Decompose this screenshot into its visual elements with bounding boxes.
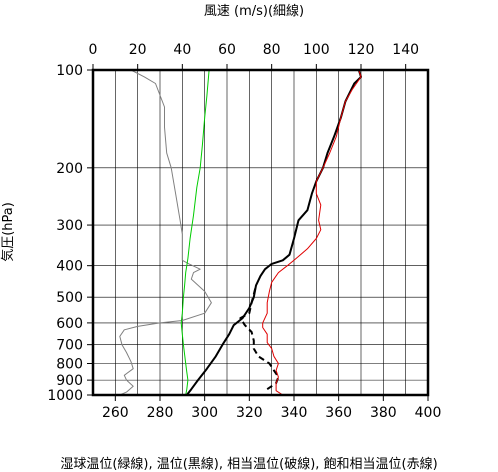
y-tick-label: 200: [56, 161, 83, 177]
top-tick-label: 0: [89, 42, 98, 58]
y-tick-label: 300: [56, 218, 83, 234]
bottom-tick-label: 360: [325, 405, 352, 421]
bottom-tick-label: 340: [281, 405, 308, 421]
bottom-tick-label: 380: [370, 405, 397, 421]
y-tick-label: 800: [56, 357, 83, 373]
series-line-3: [186, 69, 362, 396]
y-tick-label: 100: [56, 63, 83, 79]
top-tick-label: 140: [392, 42, 419, 58]
bottom-tick-label: 300: [191, 405, 218, 421]
top-tick-label: 60: [218, 42, 236, 58]
y-tick-label: 700: [56, 338, 83, 354]
top-tick-label: 80: [263, 42, 281, 58]
y-tick-label: 500: [56, 290, 83, 306]
bottom-tick-labels: 260 280 300 320 340 360 380 400: [102, 405, 441, 421]
bottom-tick-label: 280: [147, 405, 174, 421]
y-tick-label: 400: [56, 259, 83, 275]
series-line-2: [180, 69, 210, 396]
top-tick-label: 100: [303, 42, 330, 58]
y-tick-label: 900: [56, 373, 83, 389]
y-tick-label: 600: [56, 316, 83, 332]
y-axis-label: 気圧(hPa): [0, 202, 16, 262]
bottom-tick-label: 260: [102, 405, 129, 421]
top-tick-label: 120: [348, 42, 375, 58]
tick-marks: [87, 64, 429, 401]
y-tick-label: 1000: [47, 388, 83, 404]
series-line-4: [239, 285, 280, 391]
top-tick-label: 20: [129, 42, 147, 58]
bottom-tick-label: 320: [236, 405, 263, 421]
top-tick-label: 40: [173, 42, 191, 58]
series-line-5: [262, 69, 362, 396]
top-tick-labels: 0 20 40 60 80 100 120 140: [89, 42, 419, 58]
top-axis-label: 風速 (m/s)(細線): [204, 3, 304, 19]
series-line-1: [119, 69, 212, 396]
bottom-tick-label: 400: [415, 405, 442, 421]
grid-lines: [93, 70, 428, 395]
series-group: [119, 69, 362, 396]
bottom-axis-label: 湿球温位(緑線), 温位(黒線), 相当温位(破線), 飽和相当温位(赤線): [60, 456, 437, 472]
plot-frame: [91, 68, 430, 397]
